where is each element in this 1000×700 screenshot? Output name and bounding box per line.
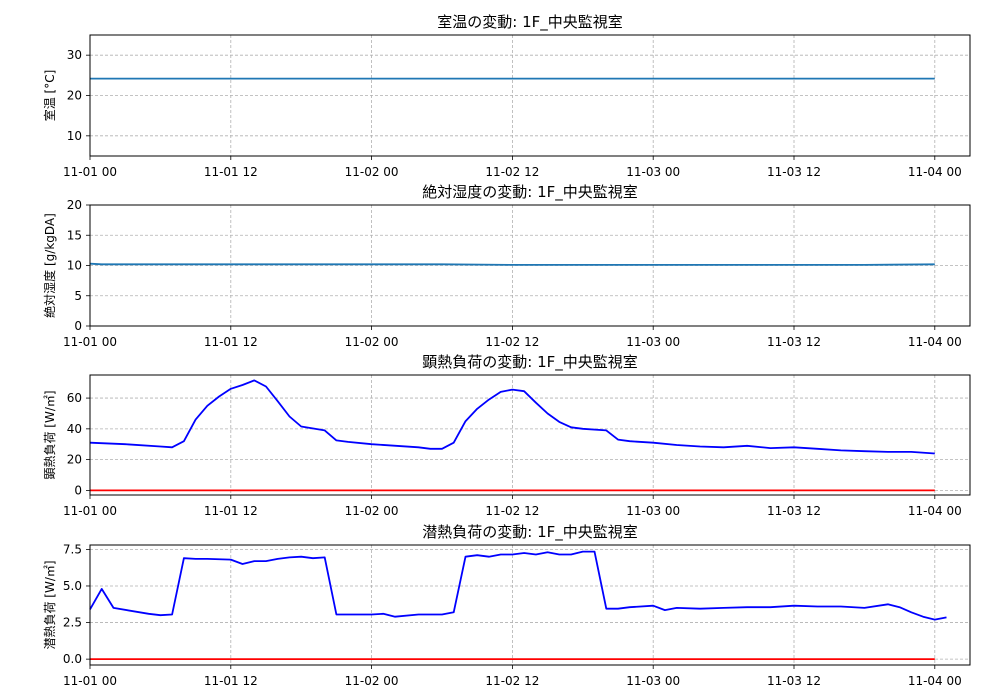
x-tick-label: 11-02 12: [485, 504, 539, 518]
plot-frame: [89, 374, 971, 496]
chart-title: 潜熱負荷の変動: 1F_中央監視室: [422, 523, 638, 542]
y-tick-label: 10: [67, 129, 82, 143]
y-tick-label: 10: [67, 259, 82, 273]
panel-absolute-humidity: 絶対湿度の変動: 1F_中央監視室 絶対湿度 [g/kgDA] 11-01 00…: [42, 183, 971, 349]
y-tick-label: 7.5: [63, 542, 82, 556]
x-tick-label: 11-03 12: [767, 674, 821, 688]
y-tick-label: 0: [74, 483, 82, 497]
series-line-0: [89, 379, 935, 455]
series-line-0: [89, 262, 935, 266]
x-tick-label: 11-01 00: [63, 674, 117, 688]
y-tick-label: 5.0: [63, 579, 82, 593]
chart-title: 室温の変動: 1F_中央監視室: [437, 13, 623, 32]
y-tick-label: 30: [67, 48, 82, 62]
x-tick-label: 11-01 12: [204, 504, 258, 518]
x-tick-label: 11-03 12: [767, 504, 821, 518]
x-tick-label: 11-04 00: [908, 165, 962, 179]
panel-room-temperature: 室温の変動: 1F_中央監視室 室温 [°C] 11-01 00 11-01 12…: [42, 13, 971, 179]
x-tick-label: 11-01 12: [204, 674, 258, 688]
x-tick-label: 11-02 12: [485, 335, 539, 349]
panel-sensible-heat-load: 顕熱負荷の変動: 1F_中央監視室 顕熱負荷 [W/㎡] 11-01 00 11-…: [43, 353, 971, 518]
chart-title: 顕熱負荷の変動: 1F_中央監視室: [422, 353, 638, 372]
x-tick-label: 11-02 00: [345, 674, 399, 688]
y-tick-label: 40: [67, 422, 82, 436]
y-tick-label: 20: [67, 198, 82, 212]
x-tick-label: 11-04 00: [908, 674, 962, 688]
y-tick-label: 2.5: [63, 616, 82, 630]
x-tick-label: 11-02 00: [345, 335, 399, 349]
x-tick-label: 11-02 12: [485, 165, 539, 179]
chart-title: 絶対湿度の変動: 1F_中央監視室: [422, 183, 638, 202]
x-tick-label: 11-01 12: [204, 165, 258, 179]
x-tick-label: 11-03 12: [767, 335, 821, 349]
y-tick-label: 0.0: [63, 652, 82, 666]
y-tick-label: 5: [74, 289, 82, 303]
x-tick-label: 11-03 00: [626, 165, 680, 179]
plot-frame: [89, 204, 971, 327]
y-axis-label: 顕熱負荷 [W/㎡]: [43, 390, 57, 479]
x-tick-label: 11-01 00: [63, 504, 117, 518]
plot-frame: [89, 544, 971, 666]
x-tick-label: 11-01 00: [63, 335, 117, 349]
y-tick-label: 15: [67, 228, 82, 242]
y-tick-label: 0: [74, 319, 82, 333]
x-tick-label: 11-02 00: [345, 504, 399, 518]
y-axis-label: 室温 [°C]: [42, 70, 57, 122]
x-tick-label: 11-03 12: [767, 165, 821, 179]
panel-latent-heat-load: 潜熱負荷の変動: 1F_中央監視室 潜熱負荷 [W/㎡] 11-01 00 11-…: [43, 523, 971, 688]
y-tick-label: 20: [67, 453, 82, 467]
y-axis-label: 潜熱負荷 [W/㎡]: [43, 560, 57, 649]
x-tick-label: 11-04 00: [908, 504, 962, 518]
x-tick-label: 11-03 00: [626, 335, 680, 349]
y-tick-label: 60: [67, 391, 82, 405]
series-line-0: [89, 550, 947, 621]
x-tick-label: 11-02 00: [345, 165, 399, 179]
y-axis-label: 絶対湿度 [g/kgDA]: [42, 213, 57, 318]
y-tick-label: 20: [67, 89, 82, 103]
plot-frame: [89, 34, 971, 157]
x-tick-label: 11-03 00: [626, 674, 680, 688]
x-tick-label: 11-03 00: [626, 504, 680, 518]
x-tick-label: 11-02 12: [485, 674, 539, 688]
x-tick-label: 11-04 00: [908, 335, 962, 349]
x-tick-label: 11-01 00: [63, 165, 117, 179]
x-tick-label: 11-01 12: [204, 335, 258, 349]
